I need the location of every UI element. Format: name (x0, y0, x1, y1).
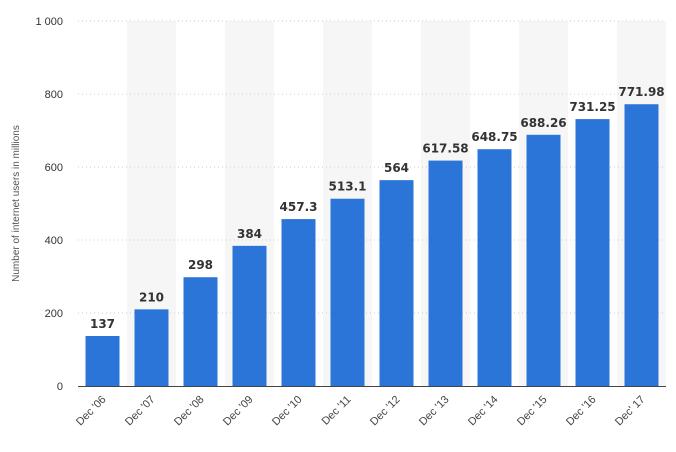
bar-value-label: 617.58 (422, 142, 468, 156)
y-tick-label: 1 000 (35, 16, 63, 28)
bar-value-label: 384 (237, 227, 262, 241)
x-tick-label: Dec '11 (320, 394, 354, 428)
bar (232, 245, 267, 386)
y-axis-label: Number of internet users in millions (11, 125, 22, 282)
bar-value-label: 648.75 (471, 130, 517, 144)
bar (183, 277, 218, 386)
y-tick-label: 400 (45, 235, 63, 247)
bar-value-label: 298 (188, 258, 213, 272)
x-tick-label: Dec '07 (123, 394, 158, 429)
bar (281, 219, 316, 386)
x-tick-label: Dec '12 (368, 394, 403, 429)
y-tick-label: 600 (45, 162, 63, 174)
y-tick-label: 0 (57, 381, 63, 393)
bar (428, 160, 463, 386)
bar (85, 335, 120, 386)
y-axis-ticks: 0 200 400 600 800 1 000 (35, 16, 63, 393)
bar-value-label: 137 (90, 317, 115, 331)
bar (134, 309, 169, 386)
bar-value-label: 457.3 (280, 200, 318, 214)
x-tick-label: Dec '10 (270, 394, 305, 429)
x-tick-label: Dec '14 (466, 394, 501, 429)
bar (379, 180, 414, 386)
bar-value-label: 210 (139, 290, 164, 304)
bar (526, 134, 561, 386)
x-tick-label: Dec '15 (515, 394, 550, 429)
x-tick-label: Dec '16 (564, 394, 599, 429)
bars-group (85, 104, 659, 387)
bar-value-label: 688.26 (520, 116, 566, 130)
bar-value-label: 731.25 (569, 100, 615, 114)
value-labels-group: 137 210 298 384 457.3 513.1 564 617.58648.75688… (90, 85, 665, 331)
x-tick-label: Dec '08 (172, 394, 207, 429)
x-tick-label: Dec '06 (74, 394, 109, 429)
bar (330, 198, 365, 386)
bar-value-label: 771.98 (618, 85, 664, 99)
bar (624, 104, 659, 387)
bar (477, 149, 512, 386)
bar (575, 119, 610, 386)
x-tick-label: Dec '09 (221, 394, 256, 429)
bar-value-label: 564 (384, 161, 409, 175)
bar-value-label: 513.1 (329, 180, 367, 194)
y-tick-label: 200 (45, 308, 63, 320)
y-tick-label: 800 (45, 89, 63, 101)
x-tick-label: Dec' 17 (613, 394, 648, 429)
x-axis-ticks: Dec '06 Dec '07 Dec '08 Dec '09 Dec '10 Dec '… (74, 394, 648, 429)
x-tick-label: Dec '13 (417, 394, 452, 429)
